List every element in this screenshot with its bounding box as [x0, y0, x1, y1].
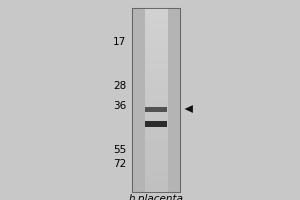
Bar — [145, 106, 167, 112]
Text: 72: 72 — [113, 159, 126, 169]
Bar — [132, 8, 180, 192]
Bar — [145, 121, 167, 127]
Bar — [145, 8, 167, 192]
Text: 55: 55 — [113, 145, 126, 155]
Polygon shape — [184, 105, 193, 113]
Text: 28: 28 — [113, 81, 126, 91]
Bar — [132, 8, 180, 192]
Text: 36: 36 — [113, 101, 126, 111]
Text: h.placenta: h.placenta — [128, 194, 184, 200]
Text: 17: 17 — [113, 37, 126, 47]
